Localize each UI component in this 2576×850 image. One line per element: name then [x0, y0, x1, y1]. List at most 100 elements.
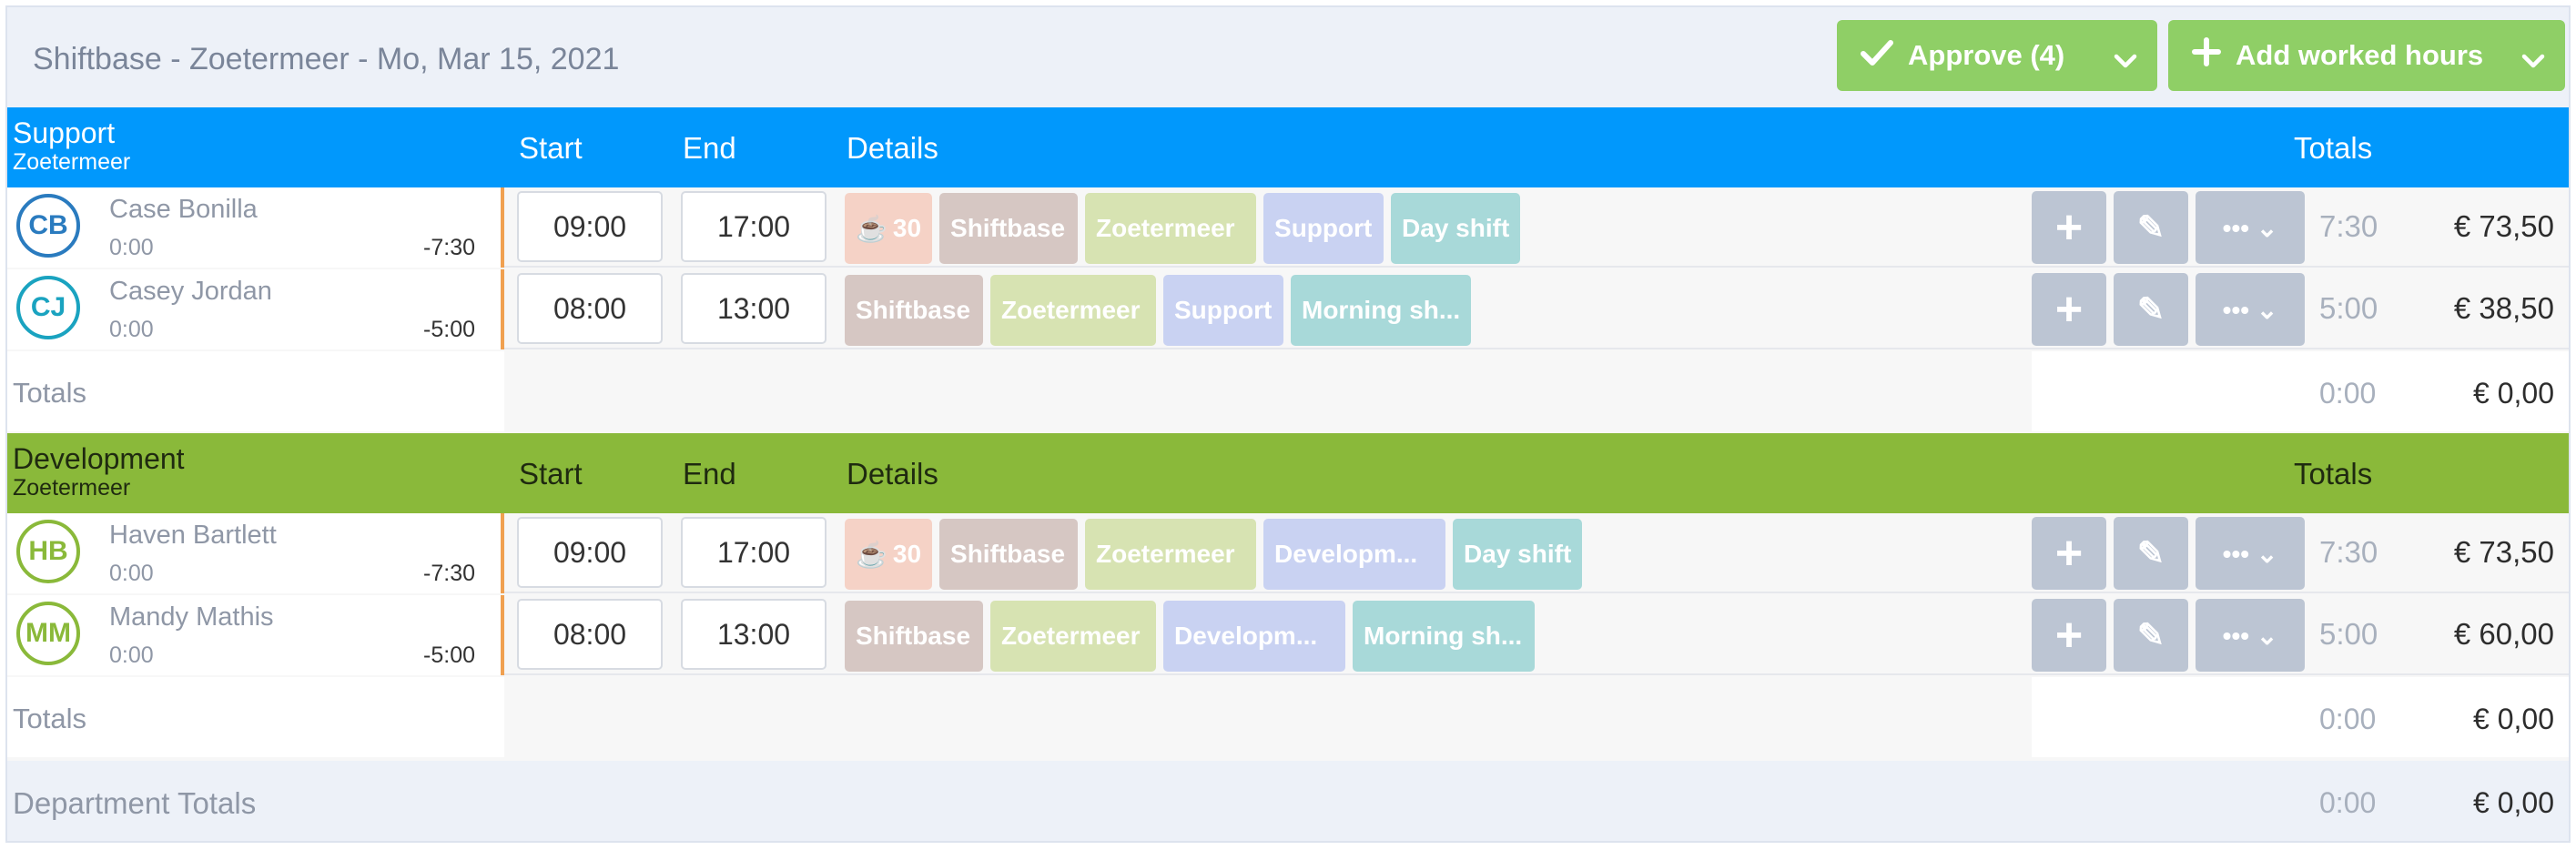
employee-name[interactable]: Mandy Mathis: [109, 602, 274, 632]
more-dropdown-icon: ••• ⌄: [2222, 295, 2278, 324]
end-time-input[interactable]: 13:00: [681, 273, 827, 344]
column-totals: Totals: [2294, 457, 2373, 491]
end-time-input[interactable]: 17:00: [681, 517, 827, 588]
shift-chip[interactable]: Day shift: [1453, 519, 1583, 590]
details-chips: ☕ 30 Shiftbase Zoetermeer Support Day shi…: [845, 193, 1521, 264]
plus-icon: +: [2054, 283, 2084, 336]
chevron-down-icon[interactable]: [2521, 44, 2545, 76]
break-chip[interactable]: ☕ 30: [845, 519, 933, 590]
plus-icon: +: [2054, 201, 2084, 254]
row-amount: € 38,50: [2453, 291, 2554, 325]
plus-icon: +: [2054, 609, 2084, 662]
add-button[interactable]: +: [2032, 191, 2106, 264]
totals-cell-left: [7, 677, 504, 757]
column-details: Details: [847, 457, 938, 491]
employee-name[interactable]: Case Bonilla: [109, 195, 258, 224]
shift-chip[interactable]: Day shift: [1391, 193, 1521, 264]
edit-button[interactable]: ✎: [2114, 273, 2188, 346]
team-chip[interactable]: Shiftbase: [939, 193, 1079, 264]
approve-button[interactable]: Approve (4): [1837, 20, 2157, 91]
add-button[interactable]: +: [2032, 517, 2106, 590]
totals-cell-left: [7, 351, 504, 431]
column-start: Start: [519, 457, 583, 491]
column-end: End: [683, 457, 736, 491]
team-chip[interactable]: Shiftbase: [939, 519, 1079, 590]
row-hours: 7:30: [2319, 535, 2378, 569]
grand-totals-row: Department Totals 0:00 € 0,00: [7, 761, 2569, 841]
timesheet-header: Shiftbase - Zoetermeer - Mo, Mar 15, 202…: [7, 7, 2569, 107]
start-time-input[interactable]: 08:00: [517, 599, 663, 670]
more-options-button[interactable]: ••• ⌄: [2196, 599, 2305, 672]
department-name: Development: [13, 442, 185, 475]
shift-chip[interactable]: Morning sh...: [1353, 601, 1535, 672]
department-name: Support: [13, 116, 116, 149]
more-dropdown-icon: ••• ⌄: [2222, 213, 2278, 242]
scheduled-hours: 0:00: [109, 235, 154, 260]
column-end: End: [683, 131, 736, 165]
department-chip[interactable]: Developm...: [1163, 601, 1345, 672]
avatar: CJ: [16, 276, 80, 339]
start-time-input[interactable]: 08:00: [517, 273, 663, 344]
totals-hours: 0:00: [2319, 377, 2377, 410]
location-chip[interactable]: Zoetermeer: [990, 601, 1156, 672]
add-button[interactable]: +: [2032, 273, 2106, 346]
totals-label: Totals: [13, 377, 86, 409]
avatar: CB: [16, 194, 80, 258]
add-button[interactable]: +: [2032, 599, 2106, 672]
employee-info: CB Case Bonilla 0:00 -7:30: [7, 187, 504, 268]
pencil-icon: ✎: [2136, 290, 2165, 328]
department-header-development: Development Zoetermeer Start End Details…: [7, 433, 2569, 513]
edit-button[interactable]: ✎: [2114, 191, 2188, 264]
hours-difference: -5:00: [423, 317, 475, 342]
employee-row: CB Case Bonilla 0:00 -7:30 09:00 17:00 ☕…: [7, 187, 2569, 268]
row-amount: € 73,50: [2453, 209, 2554, 243]
pencil-icon: ✎: [2136, 534, 2165, 572]
add-worked-hours-button[interactable]: Add worked hours: [2168, 20, 2565, 91]
plus-icon: +: [2054, 527, 2084, 580]
avatar: MM: [16, 602, 80, 665]
department-totals-label: Department Totals: [13, 786, 257, 820]
edit-button[interactable]: ✎: [2114, 517, 2188, 590]
department-totals-row: Totals 0:00 € 0,00: [7, 351, 2569, 431]
end-time-input[interactable]: 13:00: [681, 599, 827, 670]
department-totals-hours: 0:00: [2319, 786, 2377, 819]
row-actions: + ✎ ••• ⌄: [2032, 273, 2305, 346]
employee-row: HB Haven Bartlett 0:00 -7:30 09:00 17:00…: [7, 513, 2569, 593]
more-options-button[interactable]: ••• ⌄: [2196, 191, 2305, 264]
row-amount: € 60,00: [2453, 617, 2554, 651]
end-time-input[interactable]: 17:00: [681, 191, 827, 262]
more-options-button[interactable]: ••• ⌄: [2196, 517, 2305, 590]
employee-info: MM Mandy Mathis 0:00 -5:00: [7, 595, 504, 675]
employee-name[interactable]: Casey Jordan: [109, 277, 272, 306]
location-chip[interactable]: Zoetermeer: [1085, 519, 1257, 590]
edit-button[interactable]: ✎: [2114, 599, 2188, 672]
department-chip[interactable]: Support: [1163, 275, 1283, 346]
team-chip[interactable]: Shiftbase: [845, 275, 983, 346]
coffee-cup-icon: ☕: [856, 214, 887, 243]
check-icon: [1861, 36, 1893, 75]
location-chip[interactable]: Zoetermeer: [990, 275, 1156, 346]
start-time-input[interactable]: 09:00: [517, 517, 663, 588]
team-chip[interactable]: Shiftbase: [845, 601, 983, 672]
hours-difference: -5:00: [423, 643, 475, 668]
location-chip[interactable]: Zoetermeer: [1085, 193, 1257, 264]
more-dropdown-icon: ••• ⌄: [2222, 539, 2278, 568]
chevron-down-icon[interactable]: [2114, 44, 2137, 76]
start-time-input[interactable]: 09:00: [517, 191, 663, 262]
approve-label: Approve (4): [1908, 39, 2065, 71]
plus-icon: [2192, 36, 2221, 75]
department-location: Zoetermeer: [13, 149, 131, 175]
column-start: Start: [519, 131, 583, 165]
break-chip[interactable]: ☕ 30: [845, 193, 933, 264]
employee-row: CJ Casey Jordan 0:00 -5:00 08:00 13:00 S…: [7, 269, 2569, 349]
totals-cell-right: [2032, 351, 2569, 431]
pencil-icon: ✎: [2136, 616, 2165, 653]
more-options-button[interactable]: ••• ⌄: [2196, 273, 2305, 346]
employee-name[interactable]: Haven Bartlett: [109, 521, 277, 550]
totals-cell-right: [2032, 677, 2569, 757]
shift-chip[interactable]: Morning sh...: [1291, 275, 1471, 346]
department-chip[interactable]: Developm...: [1263, 519, 1446, 590]
scheduled-hours: 0:00: [109, 561, 154, 586]
row-hours: 5:00: [2319, 291, 2378, 325]
department-chip[interactable]: Support: [1263, 193, 1384, 264]
